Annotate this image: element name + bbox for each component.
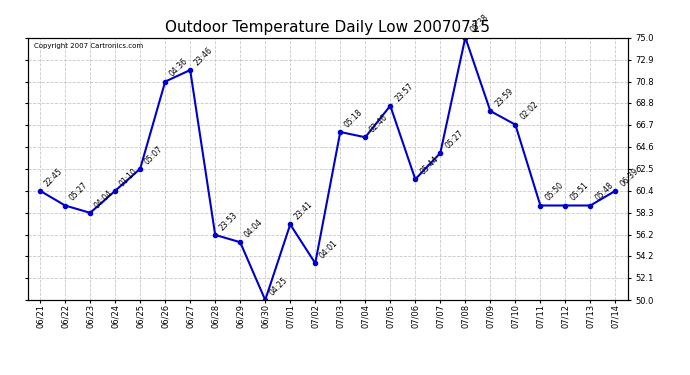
Text: 23:46: 23:46 — [193, 45, 215, 67]
Text: 23:53: 23:53 — [218, 210, 240, 232]
Text: 22:45: 22:45 — [43, 166, 65, 188]
Text: 05:27: 05:27 — [68, 181, 90, 203]
Text: 05:48: 05:48 — [593, 181, 615, 203]
Text: 04:04: 04:04 — [93, 188, 115, 210]
Text: 05:44: 05:44 — [418, 154, 440, 177]
Text: 05:27: 05:27 — [443, 128, 465, 150]
Text: 02:02: 02:02 — [518, 100, 540, 122]
Text: 05:51: 05:51 — [568, 181, 590, 203]
Text: 05:50: 05:50 — [543, 181, 565, 203]
Text: 06:39: 06:39 — [618, 166, 640, 188]
Text: 02:46: 02:46 — [368, 112, 390, 135]
Text: 23:59: 23:59 — [493, 86, 515, 108]
Title: Outdoor Temperature Daily Low 20070715: Outdoor Temperature Daily Low 20070715 — [165, 20, 491, 35]
Text: 23:57: 23:57 — [393, 81, 415, 103]
Text: 04:01: 04:01 — [318, 238, 340, 261]
Text: 05:07: 05:07 — [143, 144, 165, 166]
Text: 04:04: 04:04 — [243, 217, 265, 240]
Text: 04:36: 04:36 — [168, 57, 190, 79]
Text: 05:38: 05:38 — [468, 13, 490, 35]
Text: 04:25: 04:25 — [268, 275, 290, 297]
Text: 23:41: 23:41 — [293, 200, 315, 222]
Text: Copyright 2007 Cartronics.com: Copyright 2007 Cartronics.com — [34, 43, 143, 49]
Text: 01:10: 01:10 — [118, 166, 139, 188]
Text: 05:18: 05:18 — [343, 108, 365, 129]
